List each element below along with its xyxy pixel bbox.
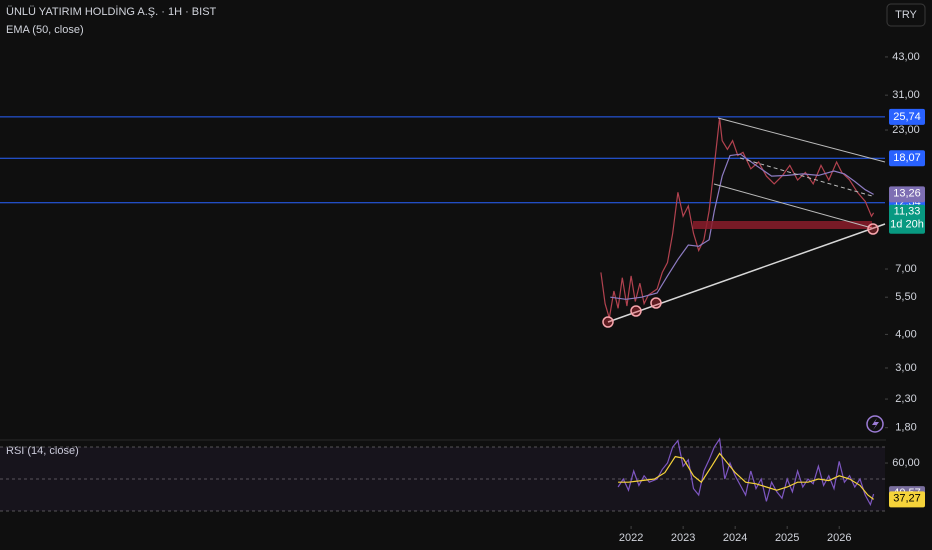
y-tick-label: 60,00: [892, 457, 920, 469]
price-tag-label: 13,26: [893, 187, 921, 199]
rsi-legend: RSI (14, close): [6, 445, 79, 457]
price-tag: [889, 204, 925, 234]
level-tag-label: 18,07: [893, 152, 921, 164]
y-tick-label: 1,80: [895, 422, 916, 434]
y-tick-label: 2,30: [895, 393, 916, 405]
channel-upper: [717, 117, 886, 163]
x-tick-label: 2022: [619, 532, 643, 544]
level-tag-label: 25,74: [893, 111, 921, 123]
series-line: [618, 452, 874, 500]
alert-icon[interactable]: [866, 415, 884, 433]
currency-label[interactable]: TRY: [895, 9, 917, 21]
trendline: [607, 223, 886, 323]
price-tag-label: 37,27: [893, 492, 921, 504]
x-tick-label: 2023: [671, 532, 695, 544]
alert-bolt: [872, 418, 879, 430]
price-tag: [889, 491, 925, 508]
y-tick-label: 7,00: [895, 263, 916, 275]
price-tag: [889, 186, 925, 203]
level-tag: [889, 108, 925, 125]
x-tick-label: 2024: [723, 532, 747, 544]
pivot-marker: [630, 305, 642, 317]
price-tag-label: 11,33: [894, 206, 921, 218]
plot-layer: 43,00 31,00 23,00 7,00 5,50 4,00 3,00 2,30 1,80 6…: [0, 51, 920, 544]
y-tick-label: 5,50: [895, 291, 916, 303]
series-line: [600, 117, 875, 319]
y-tick-label: 43,00: [892, 51, 920, 63]
pivot-marker: [602, 316, 614, 328]
y-tick-label: 31,00: [892, 89, 920, 101]
price-tag-label: 1d 20h: [890, 219, 924, 231]
series-line: [610, 153, 874, 300]
x-tick-label: 2025: [775, 532, 799, 544]
currency-button[interactable]: [886, 3, 926, 27]
y-tick-label: 3,00: [895, 362, 916, 374]
drawings: [602, 117, 886, 433]
y-tick-label: 23,00: [892, 124, 920, 136]
channel-mid: [739, 157, 873, 197]
x-tick-label: 2026: [827, 532, 851, 544]
level-tag: [889, 150, 925, 167]
pivot-marker: [650, 297, 662, 309]
indicator-legend: EMA (50, close): [6, 24, 84, 36]
channel-lower: [713, 183, 873, 229]
rsi-fill: [0, 447, 885, 512]
pivot-marker: [867, 223, 879, 235]
red-zone: [693, 221, 872, 229]
y-tick-label: 4,00: [895, 328, 916, 340]
chart-title: ÜNLÜ YATIRIM HOLDİNG A.Ş. · 1H · BIST: [6, 5, 217, 18]
